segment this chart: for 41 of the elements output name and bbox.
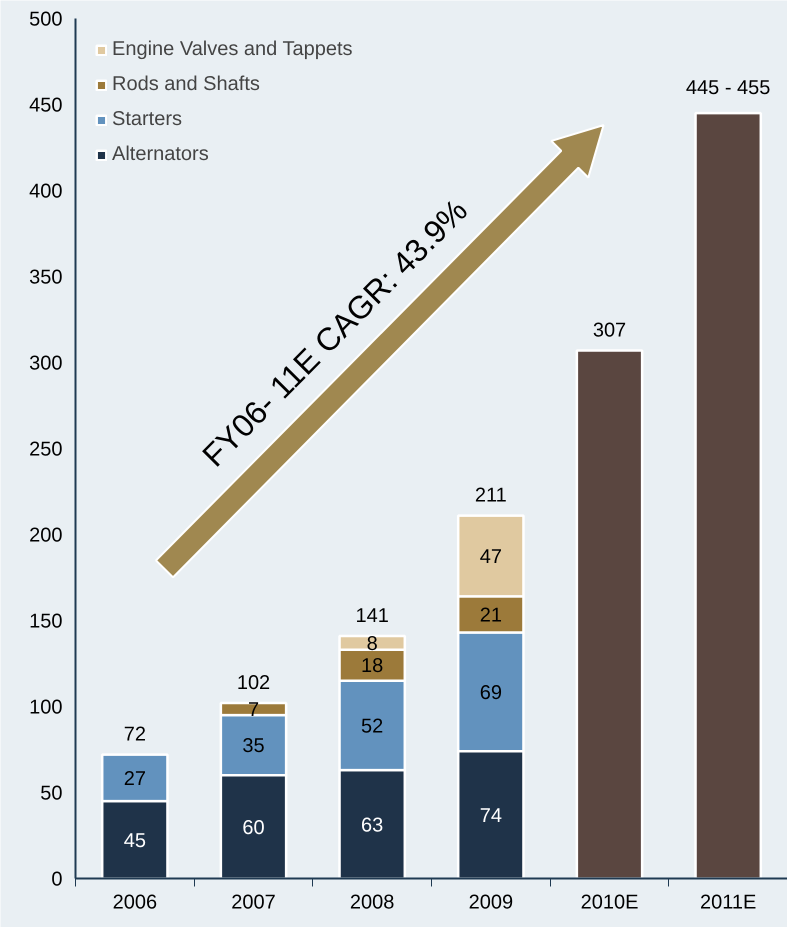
total-label: 211 <box>474 484 507 507</box>
x-tick-label: 2011E <box>700 892 756 914</box>
y-tick-label: 350 <box>29 266 63 288</box>
y-tick-label: 100 <box>29 696 63 718</box>
y-tick-label: 500 <box>29 8 63 30</box>
data-label: 52 <box>361 715 384 738</box>
data-label: 8 <box>366 632 378 655</box>
data-label: 45 <box>124 830 146 852</box>
y-tick-label: 300 <box>29 352 63 374</box>
legend-label: Alternators <box>112 143 209 166</box>
data-label: 35 <box>242 735 265 758</box>
data-label: 18 <box>361 655 384 678</box>
y-tick-label: 0 <box>51 868 62 890</box>
data-label: 69 <box>480 682 502 704</box>
x-tick-label: 2010E <box>580 892 638 914</box>
legend-label: Rods and Shafts <box>112 73 260 96</box>
data-label: 60 <box>242 816 265 839</box>
total-label: 102 <box>236 672 270 694</box>
y-tick-label: 400 <box>29 180 63 202</box>
legend-label: Starters <box>112 108 182 131</box>
x-tick-label: 2006 <box>112 892 158 914</box>
total-label: 72 <box>124 724 146 746</box>
data-label: 27 <box>124 768 146 790</box>
bar <box>576 349 644 878</box>
y-tick-label: 150 <box>29 610 63 632</box>
x-tick-label: 2009 <box>468 892 514 914</box>
data-label: 47 <box>480 546 502 568</box>
x-tick-label: 2007 <box>231 892 276 914</box>
y-tick-label: 200 <box>29 524 63 546</box>
y-tick-label: 450 <box>29 94 63 116</box>
total-label: 307 <box>592 319 626 342</box>
data-label: 74 <box>480 804 502 827</box>
total-label: 141 <box>355 604 389 627</box>
bar <box>694 112 762 878</box>
x-tick-label: 2008 <box>350 892 394 914</box>
y-tick-label: 50 <box>40 782 63 804</box>
data-label: 21 <box>480 604 502 626</box>
y-tick-label: 250 <box>29 438 63 460</box>
data-label: 63 <box>361 814 384 836</box>
legend-label: Engine Valves and Tappets <box>112 38 353 61</box>
total-label: 445 - 455 <box>686 77 770 100</box>
